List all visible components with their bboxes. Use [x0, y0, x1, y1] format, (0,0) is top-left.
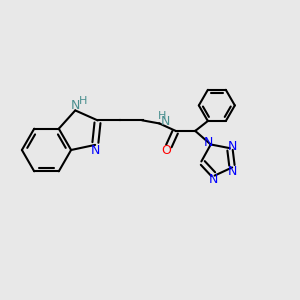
Text: H: H	[158, 111, 166, 121]
Text: N: N	[227, 164, 237, 178]
Text: N: N	[208, 173, 218, 186]
Text: N: N	[70, 98, 80, 112]
Text: N: N	[91, 144, 100, 157]
Text: N: N	[227, 140, 237, 153]
Text: H: H	[79, 96, 87, 106]
Text: N: N	[161, 116, 170, 128]
Text: O: O	[161, 144, 171, 157]
Text: N: N	[204, 136, 213, 149]
